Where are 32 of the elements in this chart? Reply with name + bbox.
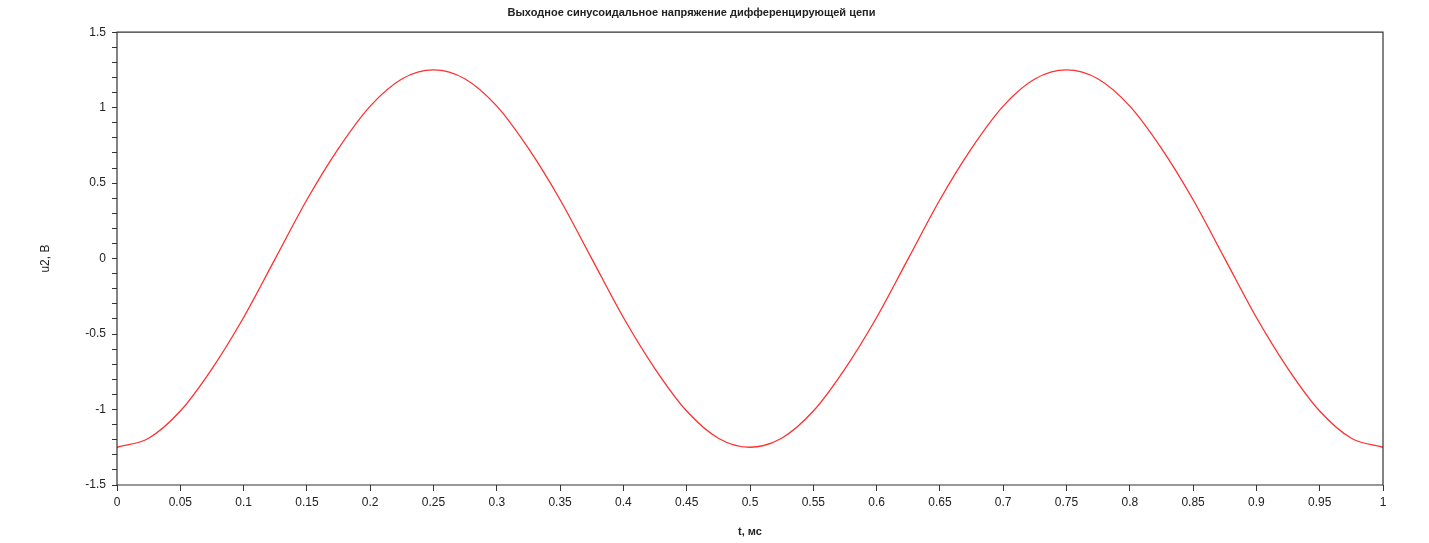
x-tick-label: 0.65 (928, 494, 952, 509)
x-tick-label: 0.35 (548, 494, 573, 509)
x-tick-label: 0.4 (615, 494, 633, 509)
chart-title: Выходное синусоидальное напряжение дифференцирующей цепи (507, 5, 876, 18)
x-tick-label: 0.45 (675, 494, 699, 509)
x-tick-label: 0.25 (421, 494, 446, 509)
y-tick-label: -1.5 (85, 477, 107, 492)
x-tick-label: 0.9 (1248, 494, 1266, 509)
y-tick-label: 1.5 (89, 24, 107, 39)
x-tick-label: 0.85 (1181, 494, 1206, 509)
y-tick-label: 0.5 (89, 175, 107, 190)
x-tick-label: 0.3 (488, 494, 506, 509)
x-tick-label: 0.1 (235, 494, 253, 509)
x-tick-label: 0.15 (295, 494, 319, 509)
x-tick-label: 0.7 (994, 494, 1012, 509)
x-tick-label: 0.05 (168, 494, 193, 509)
x-tick-label: 0.6 (868, 494, 886, 509)
x-tick-label: 0.5 (741, 494, 759, 509)
y-tick-label: -0.5 (85, 326, 107, 341)
x-tick-label: 0.75 (1054, 494, 1079, 509)
y-tick-label: 1 (99, 99, 107, 114)
x-tick-label: 0.2 (361, 494, 379, 509)
x-tick-label: 0.8 (1121, 494, 1139, 509)
y-tick-label: 0 (99, 250, 107, 265)
y-tick-label: -1 (95, 401, 107, 416)
x-axis-title: t, мс (738, 525, 762, 538)
y-axis-title: u2, В (37, 244, 52, 273)
x-tick-label: 0 (113, 494, 121, 509)
line-series (117, 69, 1383, 448)
x-tick-label: 0.55 (801, 494, 826, 509)
x-tick-label: 0.95 (1308, 494, 1332, 509)
x-tick-label: 1 (1379, 494, 1387, 509)
